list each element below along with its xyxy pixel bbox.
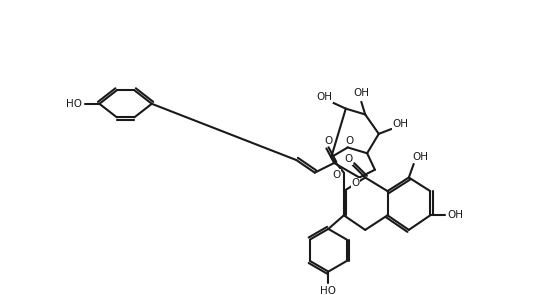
Text: OH: OH: [316, 92, 333, 102]
Text: OH: OH: [354, 88, 369, 98]
Text: O: O: [332, 170, 340, 180]
Text: HO: HO: [66, 99, 82, 109]
Text: OH: OH: [412, 152, 428, 162]
Text: O: O: [345, 136, 354, 146]
Text: O: O: [351, 178, 360, 188]
Text: HO: HO: [320, 286, 337, 295]
Text: O: O: [345, 154, 353, 164]
Text: OH: OH: [392, 119, 408, 129]
Text: O: O: [324, 136, 333, 146]
Text: OH: OH: [447, 210, 463, 220]
